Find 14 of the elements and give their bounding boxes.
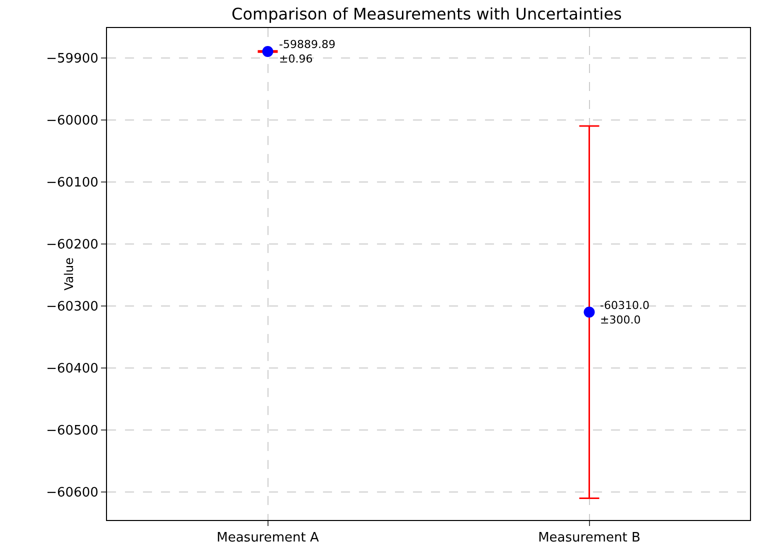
y-tick-label: −60300 bbox=[46, 300, 98, 314]
y-tick-label: −59900 bbox=[46, 51, 98, 66]
y-tick-label: −60500 bbox=[46, 424, 98, 439]
x-tick-label: Measurement B bbox=[538, 530, 640, 544]
chart-title: Comparison of Measurements with Uncertainties bbox=[232, 4, 622, 24]
data-label: -59889.89 ±0.96 bbox=[279, 38, 336, 66]
y-tick-label: −60000 bbox=[46, 113, 98, 128]
y-tick-label: −60600 bbox=[46, 486, 98, 501]
x-tick-label: Measurement A bbox=[216, 530, 319, 544]
data-label: -60310.0 ±300.0 bbox=[600, 299, 650, 326]
y-axis-title: Value bbox=[62, 258, 76, 290]
y-tick-label: −60100 bbox=[46, 175, 98, 190]
y-tick-label: −60200 bbox=[46, 237, 98, 252]
y-tick-label: −60400 bbox=[46, 362, 98, 377]
